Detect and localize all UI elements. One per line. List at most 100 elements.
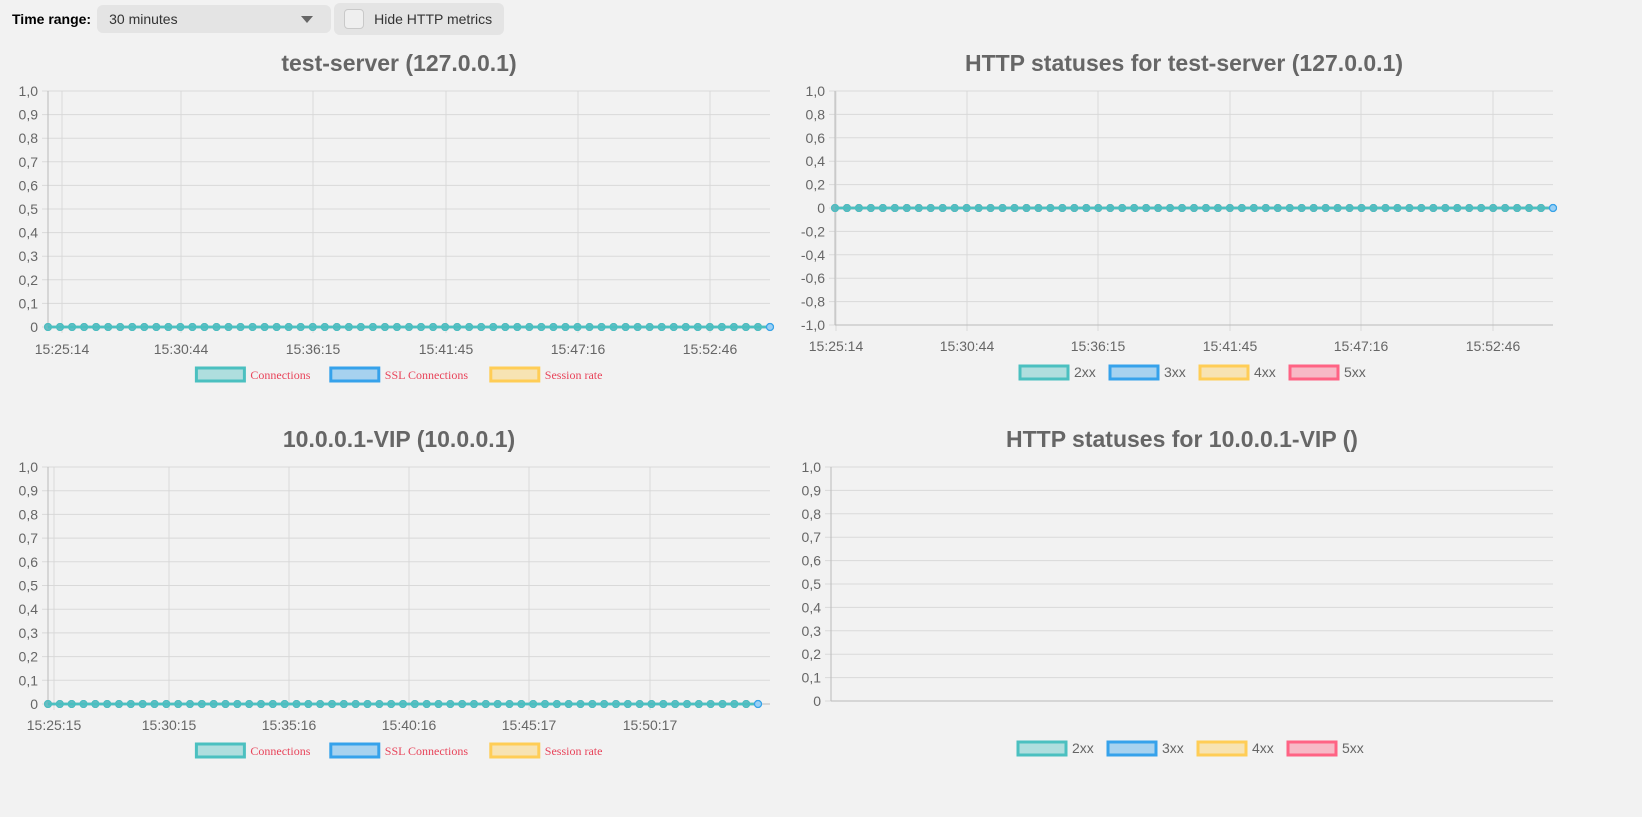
y-tick-label: 0,6 — [806, 130, 826, 146]
x-tick-label: 15:25:14 — [35, 341, 90, 357]
legend-item-ssl-connections[interactable]: SSL Connections — [329, 742, 469, 759]
y-tick-label: 1,0 — [802, 459, 822, 475]
data-point — [392, 323, 401, 331]
data-point — [1405, 204, 1414, 212]
legend-item-3xx[interactable]: 3xx — [1106, 740, 1184, 757]
data-point — [1106, 204, 1115, 212]
y-tick-label: -1,0 — [801, 317, 825, 333]
y-tick-label: 0 — [813, 693, 821, 709]
x-tick-label: 15:35:16 — [262, 717, 317, 733]
data-point — [200, 323, 209, 331]
y-tick-label: 1,0 — [19, 459, 39, 475]
data-point — [465, 323, 474, 331]
data-point — [1201, 204, 1210, 212]
y-tick-label: 0,2 — [19, 272, 39, 288]
data-point-last — [1548, 203, 1558, 213]
legend-item-2xx[interactable]: 2xx — [1018, 364, 1096, 381]
data-point — [280, 700, 289, 708]
legend-item-2xx[interactable]: 2xx — [1016, 740, 1094, 757]
legend-item-ssl-connections[interactable]: SSL Connections — [329, 366, 469, 383]
data-point — [1010, 204, 1019, 212]
legend-swatch — [329, 742, 381, 759]
legend-item-4xx[interactable]: 4xx — [1198, 364, 1276, 381]
legend-label: Session rate — [545, 368, 603, 382]
legend-item-session-rate[interactable]: Session rate — [489, 742, 603, 759]
legend-item-5xx[interactable]: 5xx — [1288, 364, 1366, 381]
data-point — [621, 323, 630, 331]
data-point — [513, 323, 522, 331]
data-point — [529, 700, 538, 708]
data-point — [138, 700, 147, 708]
data-point — [1333, 204, 1342, 212]
data-point — [1357, 204, 1366, 212]
y-tick-label: 0,3 — [19, 625, 39, 641]
data-point — [296, 323, 305, 331]
y-tick-label: 0,2 — [806, 177, 826, 193]
legend-item-4xx[interactable]: 4xx — [1196, 740, 1274, 757]
data-point — [552, 700, 561, 708]
data-point — [576, 700, 585, 708]
data-point — [68, 323, 77, 331]
data-point — [150, 700, 159, 708]
data-point — [890, 204, 899, 212]
legend-item-connections[interactable]: Connections — [194, 366, 311, 383]
x-tick-label: 15:41:45 — [1203, 338, 1258, 354]
data-point — [878, 204, 887, 212]
data-point — [332, 323, 341, 331]
legend-label: 5xx — [1342, 740, 1364, 756]
data-point — [647, 700, 656, 708]
legend-label: SSL Connections — [385, 368, 469, 382]
data-point — [831, 204, 839, 212]
data-point — [998, 204, 1007, 212]
legend-item-session-rate[interactable]: Session rate — [489, 366, 603, 383]
data-point — [573, 323, 582, 331]
x-tick-label: 15:47:16 — [551, 341, 606, 357]
data-point — [356, 323, 365, 331]
data-point — [458, 700, 467, 708]
data-point — [1537, 204, 1546, 212]
chart-test-server: test-server (127.0.0.1) 1,0 0,9 0,8 0,7 0,6 0,… — [0, 44, 785, 404]
data-point — [705, 323, 714, 331]
data-point — [380, 323, 389, 331]
hide-http-metrics-toggle[interactable]: Hide HTTP metrics — [334, 3, 505, 35]
data-point — [104, 323, 113, 331]
data-point — [272, 323, 281, 331]
data-point — [549, 323, 558, 331]
legend-swatch — [329, 366, 381, 383]
legend-label: 5xx — [1344, 364, 1366, 380]
data-point — [730, 700, 739, 708]
data-point — [493, 700, 502, 708]
legend-swatch — [194, 366, 246, 383]
data-point — [1130, 204, 1139, 212]
data-point — [56, 323, 65, 331]
data-point — [753, 323, 762, 331]
y-tick-label: 0,6 — [802, 553, 822, 569]
data-point — [669, 323, 678, 331]
data-point — [902, 204, 911, 212]
data-point — [92, 323, 101, 331]
data-point — [525, 323, 534, 331]
data-point — [387, 700, 396, 708]
legend-item-5xx[interactable]: 5xx — [1286, 740, 1364, 757]
y-tick-label: 0,4 — [19, 225, 39, 241]
y-tick-label: 0,8 — [19, 130, 39, 146]
data-point — [926, 204, 935, 212]
y-tick-label: 0,1 — [802, 670, 822, 686]
y-tick-label: 0,3 — [19, 248, 39, 264]
data-point — [284, 323, 293, 331]
data-point — [694, 700, 703, 708]
data-point — [1154, 204, 1163, 212]
legend-swatch — [1286, 740, 1338, 757]
y-tick-label: 0,4 — [806, 153, 826, 169]
data-point — [517, 700, 526, 708]
data-point-last — [765, 322, 775, 332]
hide-http-metrics-checkbox[interactable] — [344, 9, 365, 29]
data-point — [212, 323, 221, 331]
data-point — [1070, 204, 1079, 212]
y-tick-label: 0,7 — [19, 154, 39, 170]
data-point — [681, 323, 690, 331]
data-point — [1381, 204, 1390, 212]
legend-item-connections[interactable]: Connections — [194, 742, 311, 759]
time-range-select[interactable]: 30 minutes — [97, 5, 332, 33]
legend-item-3xx[interactable]: 3xx — [1108, 364, 1186, 381]
